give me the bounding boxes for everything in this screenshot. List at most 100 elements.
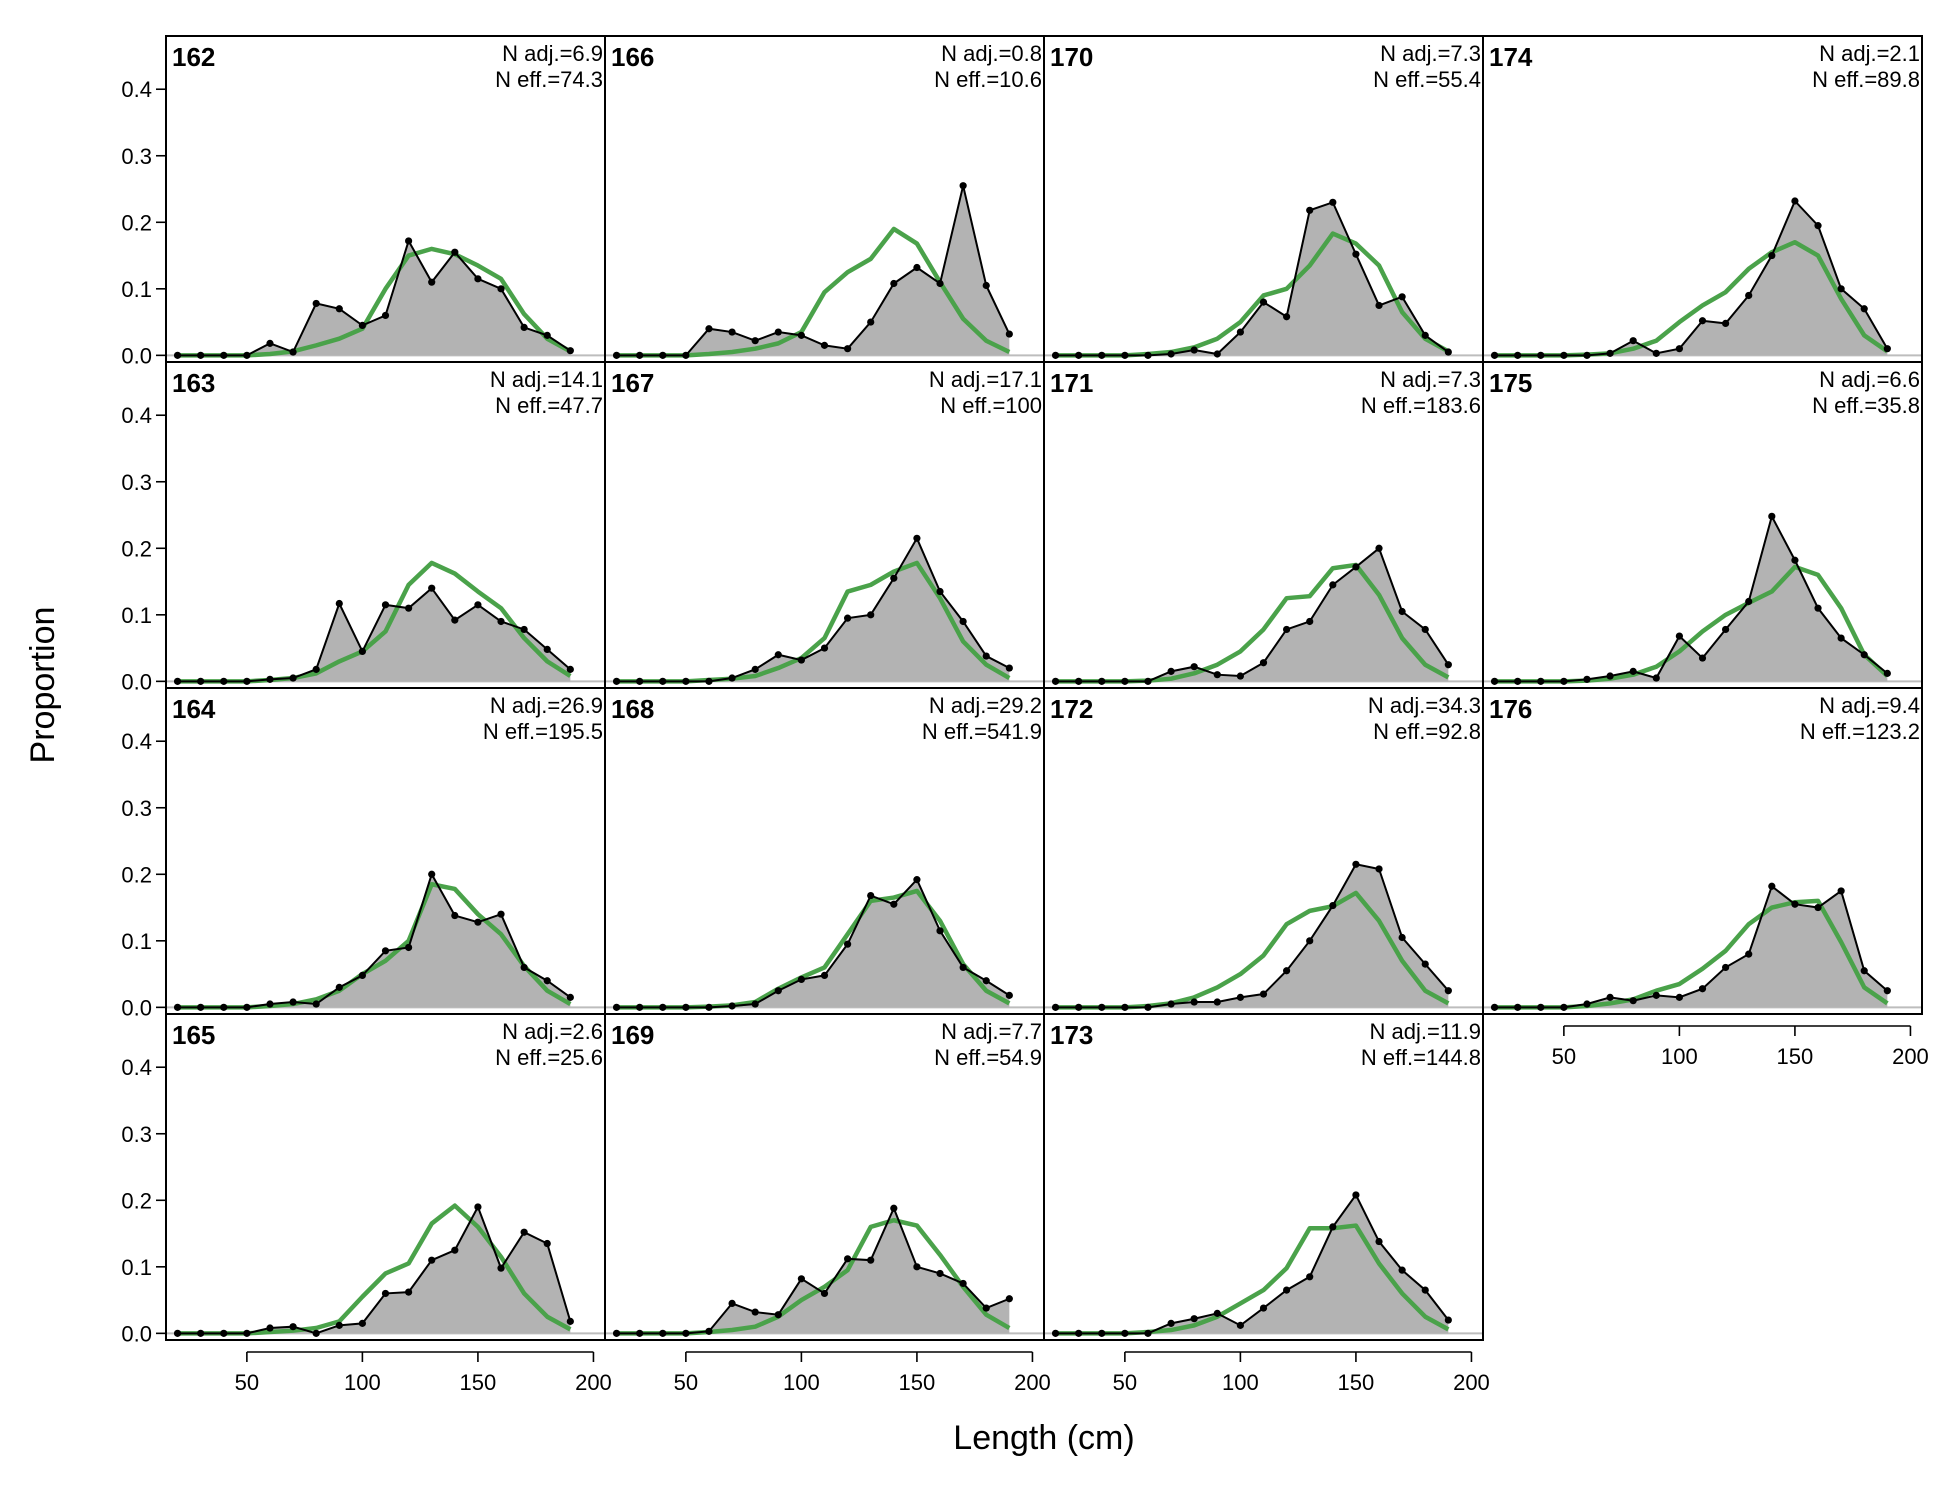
observed-point [358,321,366,330]
observed-point [890,574,898,582]
observed-point [1560,351,1568,359]
y-tick-label: 0.2 [121,862,152,887]
y-tick-label: 0.3 [121,144,152,169]
n-eff-label: N eff.=89.8 [1812,67,1920,92]
x-tick-label: 100 [783,1370,820,1395]
observed-point [1352,860,1360,868]
observed-point [844,345,852,353]
observed-point [1051,1003,1060,1011]
y-tick-label: 0.4 [121,77,152,102]
y-tick-label: 0.0 [121,343,152,368]
observed-line [177,238,571,357]
observed-point [612,351,621,359]
observed-area [1055,548,1449,682]
observed-point [1860,967,1868,975]
observed-point [1005,1295,1013,1303]
observed-point [543,1239,551,1248]
panel-label: 163 [172,368,215,398]
n-eff-label: N eff.=123.2 [1800,719,1920,744]
x-tick-label: 200 [1453,1370,1490,1395]
y-tick-label: 0.0 [121,1321,152,1346]
panel-163: 163 N adj.=14.1N eff.=47.7 0.0 0.1 0.2 0.3 0.4 [121,361,606,694]
observed-point [774,1311,782,1319]
observed-point [1768,512,1776,520]
observed-area [1494,200,1888,356]
observed-line [1055,546,1450,683]
observed-point [844,940,852,948]
observed-point [982,281,990,290]
n-eff-label: N eff.=541.9 [922,719,1042,744]
observed-point [1583,675,1591,683]
y-tick-label: 0.1 [121,929,152,954]
observed-point [1675,345,1683,353]
observed-point [1190,1315,1198,1323]
observed-point [820,1289,829,1298]
observed-point [612,1003,621,1011]
n-adj-label: N adj.=2.1 [1819,41,1920,66]
observed-point [1514,677,1522,685]
observed-point [1814,604,1822,612]
observed-point [312,1329,320,1337]
observed-point [728,328,736,336]
panel-174: 174 N adj.=2.1N eff.=89.8 [1482,35,1923,363]
n-adj-label: N adj.=2.6 [502,1019,603,1044]
observed-point [1375,301,1383,310]
observed-point [774,328,782,336]
observed-line [1055,863,1450,1009]
observed-point [289,348,297,356]
observed-point [1652,674,1660,682]
observed-point [1144,677,1152,685]
observed-point [751,1308,759,1316]
y-tick-label: 0.0 [121,669,152,694]
observed-line [1055,1193,1450,1335]
observed-point [520,323,528,332]
panel-frame [1043,1013,1484,1341]
observed-point [844,1255,852,1263]
observed-point [1259,659,1268,667]
observed-point [612,677,621,685]
panel-label: 166 [611,42,654,72]
observed-point [266,1324,274,1332]
observed-point [358,1319,366,1327]
observed-point [1005,330,1013,338]
n-eff-label: N eff.=55.4 [1373,67,1481,92]
observed-point [890,900,898,908]
observed-point [243,1329,251,1337]
observed-point [1190,998,1198,1006]
panel-label: 172 [1050,694,1093,724]
observed-point [1837,285,1845,293]
observed-point [1883,345,1891,353]
observed-point [220,1329,228,1337]
n-eff-label: N eff.=74.3 [495,67,603,92]
panel-165: 165 N adj.=2.6N eff.=25.6 0.0 0.1 0.2 0.3 0.4 5… [121,1013,612,1395]
observed-line [616,877,1010,1009]
observed-area [1055,202,1449,356]
observed-point [1698,317,1707,325]
observed-point [312,665,320,673]
x-tick-label: 150 [1777,1044,1814,1069]
observed-point [659,1003,667,1011]
observed-point [1352,250,1360,258]
observed-point [705,677,713,685]
observed-area [1494,516,1888,682]
y-tick-label: 0.3 [121,470,152,495]
observed-point [1283,313,1291,321]
observed-point [936,1269,944,1278]
observed-point [1098,1003,1106,1011]
observed-point [1352,563,1360,571]
n-adj-label: N adj.=26.9 [490,693,603,718]
observed-point [1698,654,1707,662]
observed-point [220,1003,228,1011]
observed-line [177,1204,572,1335]
observed-point [774,987,782,995]
observed-point [1490,351,1499,359]
observed-point [890,279,898,288]
observed-point [659,351,667,359]
observed-point [566,665,574,673]
observed-point [1606,672,1614,680]
observed-point [705,1327,713,1335]
x-tick-label: 50 [235,1370,259,1395]
observed-point [1329,1223,1337,1231]
observed-point [1745,597,1753,606]
observed-point [1121,1003,1129,1011]
